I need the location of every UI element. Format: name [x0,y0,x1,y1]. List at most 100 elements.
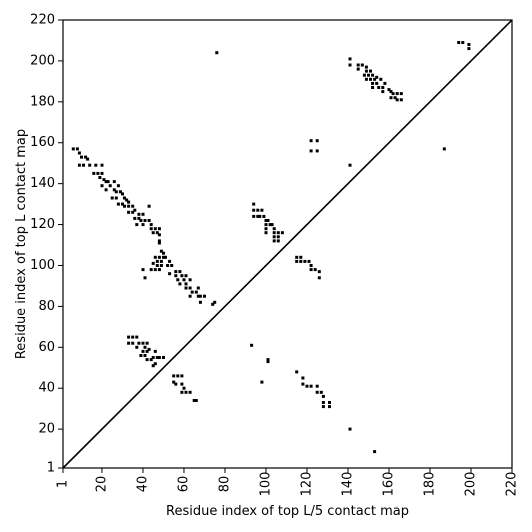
contact-point [184,282,188,286]
contact-point [309,268,313,272]
contact-point [153,268,157,272]
contact-point [364,77,368,81]
contact-point [198,294,202,298]
y-tick-label: 1 [47,461,55,476]
contact-point [467,47,471,51]
contact-point [309,264,313,267]
y-tick-label: 80 [38,299,55,314]
contact-point [145,349,149,353]
contact-point [373,77,377,81]
contact-point [149,223,153,227]
contact-point [256,208,260,212]
contact-point [71,147,75,151]
contact-point [309,139,313,143]
contact-point [184,286,188,290]
contact-point [168,272,172,276]
contact-point [178,270,182,274]
contact-point [309,149,313,153]
contact-point [172,374,176,378]
contact-point [82,163,85,167]
y-tick-label: 120 [30,217,55,232]
contact-point [92,171,96,175]
contact-point [313,268,317,272]
contact-point [252,208,256,212]
contact-point [364,65,368,69]
contact-point [371,81,375,85]
contact-point [315,384,319,388]
contact-point [317,270,321,274]
contact-point [166,264,170,267]
contact-point [77,151,81,155]
contact-point [381,86,385,89]
contact-point [155,356,159,359]
x-tick-label: 140 [340,472,355,497]
diagonal-line [62,19,513,469]
y-tick-label: 40 [38,381,55,396]
contact-point [139,219,143,222]
contact-point [461,41,465,44]
contact-point [131,210,135,214]
contact-point [141,341,145,345]
contact-point [157,255,161,259]
contact-point [180,274,184,278]
contact-point [172,380,176,384]
contact-point [112,180,116,184]
contact-point [328,405,331,409]
contact-point [178,282,182,286]
contact-point [305,384,309,388]
contact-point [321,401,325,404]
contact-point [188,286,192,290]
contact-point [151,231,155,235]
y-tick-label: 20 [38,422,55,437]
contact-point [264,231,268,235]
contact-point [125,198,129,202]
contact-point [123,196,126,200]
contact-points [71,41,471,454]
x-tick-label: 60 [176,476,191,493]
contact-point [180,390,184,394]
contact-point [147,347,151,351]
contact-point [147,219,151,222]
contact-point [266,360,270,364]
contact-point [157,241,161,245]
contact-point [157,233,161,237]
contact-point [188,278,192,282]
contact-point [356,63,360,67]
contact-point [272,239,276,243]
contact-point [131,204,135,208]
contact-point [348,163,352,167]
y-tick-label: 200 [30,53,55,68]
contact-point [389,90,393,94]
contact-point [141,268,145,272]
y-tick-label: 60 [38,340,55,355]
contact-point [188,390,192,394]
contact-point [149,268,153,272]
contact-point [121,202,124,206]
contact-point [157,356,161,359]
contact-point [159,264,163,267]
contact-point [106,180,110,184]
contact-point [369,69,372,73]
contact-point [250,343,254,347]
contact-point [86,157,90,161]
contact-point [381,90,385,94]
contact-point [145,341,149,345]
contact-point [127,341,131,345]
contact-point [139,354,143,357]
contact-point [114,190,118,194]
contact-point [395,92,399,96]
contact-point [348,57,352,61]
contact-point [155,231,159,235]
contact-point [104,188,108,192]
contact-point [391,92,395,96]
contact-point [356,67,360,71]
contact-point [96,171,100,175]
contact-point [395,98,399,102]
contact-point [141,349,145,353]
contact-point [371,73,375,77]
contact-point [141,223,145,227]
contact-point [280,231,284,235]
contact-point [127,210,131,214]
contact-point [170,264,174,267]
